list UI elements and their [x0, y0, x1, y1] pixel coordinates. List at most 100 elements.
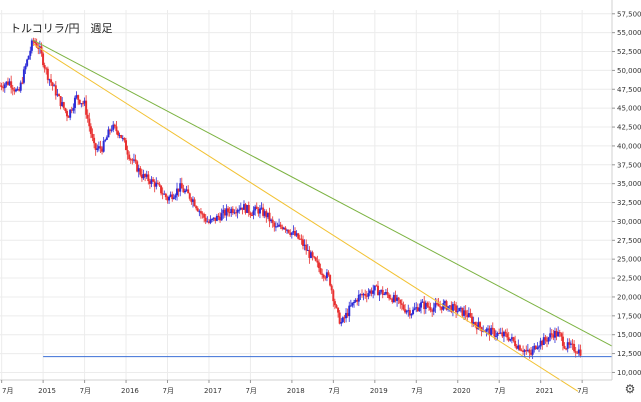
candle-body [357, 294, 360, 302]
candle-body [410, 313, 413, 316]
candle-body [335, 305, 338, 308]
x-tick-label: 2015 [38, 387, 56, 395]
candle-body [459, 307, 462, 309]
candle-body [557, 331, 560, 337]
candle-body [113, 124, 116, 127]
candle-body [534, 345, 537, 349]
y-tick-label: 45,000 [617, 105, 641, 113]
candle-body [305, 244, 308, 251]
candle-body [461, 307, 464, 316]
candle-body [504, 331, 507, 334]
candle-body [93, 137, 96, 144]
candle-body [499, 332, 502, 334]
candle-body [13, 89, 16, 92]
candle-body [287, 229, 290, 233]
candle-body [523, 350, 526, 352]
candle-body [43, 65, 46, 69]
candle-body [209, 219, 212, 223]
candle-body [241, 207, 244, 210]
candle-body [148, 181, 151, 184]
candle-body [30, 40, 33, 51]
candle-body [73, 97, 76, 108]
candle-body [558, 331, 561, 334]
candle-body [297, 233, 300, 239]
candle-body [306, 249, 309, 251]
candle-body [321, 273, 324, 275]
candle-body [509, 338, 512, 341]
candle-body [129, 159, 132, 161]
candle-body [510, 337, 513, 339]
candle-body [10, 81, 13, 88]
candle-body [252, 210, 255, 216]
candle-body [467, 313, 470, 318]
candle-body [435, 303, 438, 305]
candle-body [536, 347, 539, 349]
trendline[interactable] [32, 43, 579, 392]
candle-body [496, 333, 499, 336]
candle-body [139, 168, 142, 175]
candle-body [313, 256, 316, 258]
candle-body [455, 305, 458, 313]
candle-body [341, 317, 344, 322]
candle-body [486, 328, 489, 330]
candle-body [507, 337, 510, 341]
candle-body [132, 159, 135, 161]
candle-body [150, 179, 153, 184]
candle-body [512, 337, 515, 341]
candle-body [104, 139, 107, 141]
candle-body [6, 81, 9, 85]
candle-body [99, 146, 102, 149]
candle-body [75, 95, 78, 98]
candle-body [257, 208, 260, 214]
candle-body [123, 137, 126, 141]
candle-body [254, 206, 257, 211]
candle-body [577, 349, 580, 354]
candle-body [196, 208, 199, 212]
candle-body [555, 330, 558, 337]
candle-body [35, 43, 38, 48]
gear-icon[interactable]: ⚙ [624, 382, 636, 396]
candle-body [22, 69, 25, 83]
x-tick-label: 7月 [2, 387, 13, 395]
y-tick-label: 25,000 [617, 256, 641, 264]
candle-body [520, 350, 523, 352]
candle-body [182, 188, 185, 193]
candle-body [212, 217, 215, 219]
candle-body [239, 207, 242, 210]
candle-body [316, 260, 319, 263]
candle-body [541, 340, 544, 346]
x-tick-label: 2016 [121, 387, 139, 395]
candle-body [244, 204, 247, 213]
candle-body [456, 311, 459, 313]
candle-body [399, 299, 402, 304]
candle-body [343, 317, 346, 319]
trendline[interactable] [32, 39, 613, 347]
candle-body [525, 350, 528, 352]
candle-body [533, 345, 536, 350]
candle-body [469, 313, 472, 317]
candle-body [354, 299, 357, 302]
candle-body [115, 126, 118, 132]
y-tick-label: 52,500 [617, 48, 641, 56]
candle-body [464, 310, 467, 315]
candle-body [333, 301, 336, 306]
candle-body [472, 322, 475, 324]
candle-body [276, 226, 279, 228]
candle-body [166, 197, 169, 201]
candle-body [397, 297, 400, 300]
candle-body [271, 219, 274, 223]
candle-body [274, 226, 277, 228]
candle-body [70, 109, 73, 111]
y-tick-label: 27,500 [617, 237, 641, 245]
y-tick-label: 32,500 [617, 199, 641, 207]
candle-body [187, 189, 190, 194]
y-tick-label: 42,500 [617, 124, 641, 132]
candle-body [21, 82, 24, 84]
candle-body [26, 59, 29, 66]
candle-body [368, 290, 371, 294]
candle-body [220, 213, 223, 221]
candle-body [324, 277, 327, 279]
x-tick-label: 2017 [204, 387, 222, 395]
candle-body [372, 290, 375, 294]
candle-body [542, 337, 545, 346]
